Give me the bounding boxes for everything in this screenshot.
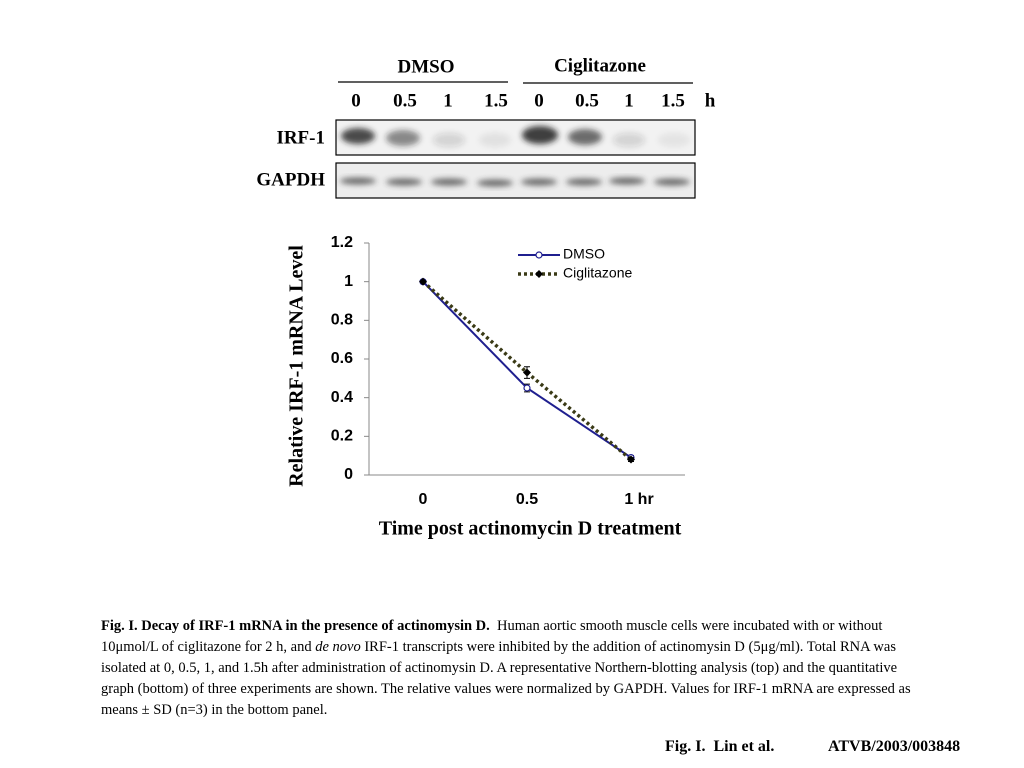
y-tick-label: 0.8 xyxy=(331,312,353,329)
caption: Fig. I. Decay of IRF-1 mRNA in the prese… xyxy=(101,616,931,721)
time-unit: h xyxy=(705,90,716,111)
x-tick-label: 1 hr xyxy=(624,491,653,508)
y-tick-label: 0 xyxy=(344,466,353,483)
time-label: 1.5 xyxy=(484,90,508,111)
plot: 0 0.2 0.4 0.6 0.8 1 1.2 0 0.5 1 hr DMSO Ciglitazone xyxy=(331,234,685,508)
legend-label: DMSO xyxy=(563,246,605,262)
caption-text: IRF-1 transcripts were inhibited by the … xyxy=(101,639,911,718)
caption-title: Fig. I. Decay of IRF-1 mRNA in the prese… xyxy=(101,618,490,634)
y-axis-label: Relative IRF-1 mRNA Level xyxy=(286,245,308,487)
gapdh-bands xyxy=(340,177,690,187)
time-label: 0.5 xyxy=(393,90,417,111)
footer-id: ATVB/2003/003848 xyxy=(828,738,961,755)
x-tick-label: 0 xyxy=(419,491,428,508)
legend-marker xyxy=(535,270,543,278)
caption-text: Human aortic smooth muscle cells were in… xyxy=(101,618,883,655)
time-label: 0 xyxy=(534,90,544,111)
marker xyxy=(627,455,635,464)
time-label: 1 xyxy=(443,90,453,111)
y-tick-label: 0.2 xyxy=(331,428,353,445)
time-label: 0 xyxy=(351,90,361,111)
row-label: IRF-1 xyxy=(276,127,325,148)
footer-figure: Fig. I. Lin et al. xyxy=(665,738,775,755)
y-tick-label: 0.6 xyxy=(331,350,353,367)
y-tick-label: 0.4 xyxy=(331,389,353,406)
legend-marker xyxy=(535,251,543,259)
y-tick-label: 1.2 xyxy=(331,234,353,251)
irf1-bands xyxy=(341,126,690,147)
time-label: 1 xyxy=(624,90,634,111)
legend-label: Ciglitazone xyxy=(563,265,632,281)
marker xyxy=(523,368,531,377)
time-label: 1.5 xyxy=(661,90,685,111)
figure: DMSO Ciglitazone 0 0.5 1 1.5 0 0.5 1 1.5… xyxy=(256,55,716,540)
marker xyxy=(523,384,531,392)
x-tick-label: 0.5 xyxy=(516,491,538,508)
caption-italic: de novo xyxy=(315,639,361,655)
row-label: GAPDH xyxy=(256,169,325,190)
marker xyxy=(419,277,427,286)
y-tick-label: 1 xyxy=(344,273,353,290)
time-label: 0.5 xyxy=(575,90,599,111)
group-label: Ciglitazone xyxy=(554,55,646,76)
x-axis-label: Time post actinomycin D treatment xyxy=(379,518,682,540)
group-label: DMSO xyxy=(398,56,455,77)
